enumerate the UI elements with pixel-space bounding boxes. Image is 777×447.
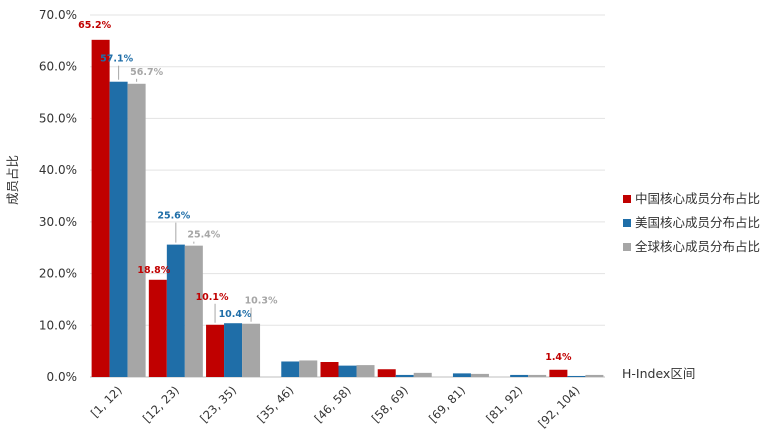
bar [549,369,568,377]
data-label: 10.4% [219,309,252,320]
bar [528,374,547,377]
bar [148,279,167,377]
y-tick-label: 50.0% [39,111,77,125]
data-label: 56.7% [130,67,163,78]
y-tick-label: 40.0% [39,163,77,177]
legend-swatch [623,243,631,251]
legend-label: 美国核心成员分布占比 [635,215,760,230]
x-tick-label: [81, 92) [483,383,525,425]
data-label: 57.1% [100,54,133,65]
bar [356,365,375,377]
data-label: 25.6% [157,211,190,222]
bar [166,244,185,377]
y-tick-label: 10.0% [39,318,77,332]
bar [127,83,146,377]
data-label: 65.2% [78,20,111,31]
bar [242,323,261,377]
y-tick-label: 0.0% [47,370,78,384]
bar [206,324,225,377]
bar [452,373,471,377]
x-axis: [1, 12) [12, 23) [23, 35) [35, 46) [46, 58) [… [88,383,583,430]
x-tick-label: [69, 81) [426,383,468,425]
bar [224,323,243,377]
x-tick-label: [23, 35) [197,383,239,425]
data-label: 18.8% [137,265,170,276]
x-tick-label: [46, 58) [312,383,354,425]
bar [184,245,203,377]
bar [510,374,529,377]
y-axis-title: 成员占比 [5,155,20,205]
data-label: 25.4% [187,230,220,241]
y-tick-label: 30.0% [39,215,77,229]
bar [567,375,586,377]
legend-swatch [623,219,631,227]
legend-label: 全球核心成员分布占比 [635,239,760,254]
bar [585,374,604,377]
legend-swatch [623,195,631,203]
y-tick-label: 20.0% [39,267,77,281]
bar [299,360,318,377]
y-axis: 0.0% 10.0% 20.0% 30.0% 40.0% 50.0% 60.0% 70.0% [39,8,77,384]
bar [338,365,357,377]
data-label: 10.3% [245,296,278,307]
bar [109,81,128,377]
x-tick-label: [92, 104) [535,383,582,430]
x-tick-label: [58, 69) [369,383,411,425]
bar [320,362,339,377]
data-label: 1.4% [545,352,572,363]
bar [395,374,414,377]
legend-label: 中国核心成员分布占比 [635,191,760,206]
x-axis-title: H-Index区间 [622,366,695,381]
x-tick-label: [35, 46) [254,383,296,425]
y-tick-label: 60.0% [39,60,77,74]
data-label: 10.1% [196,292,229,303]
bars [91,39,604,378]
bar [470,373,489,377]
x-tick-label: [12, 23) [140,383,182,425]
bar [413,372,432,377]
bar [91,39,110,378]
bar [281,361,300,377]
data-labels: 65.2% 18.8% 10.1% 1.4% 57.1% 25.6% 10.4% 56.7% 2… [78,20,572,363]
bar [377,369,396,377]
x-tick-label: [1, 12) [88,383,125,420]
y-tick-label: 70.0% [39,8,77,22]
